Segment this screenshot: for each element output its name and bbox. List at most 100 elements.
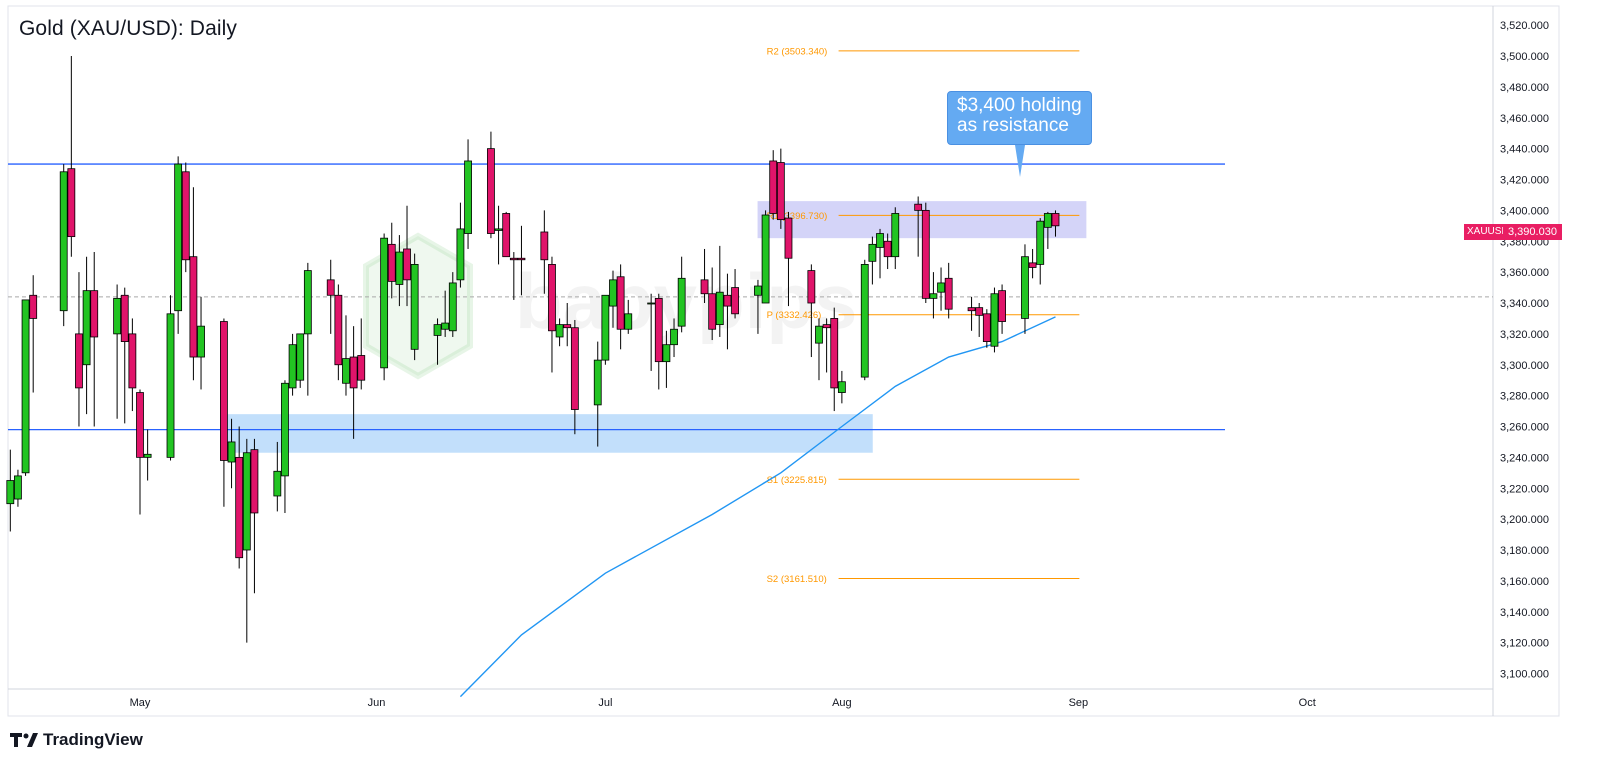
candle-body[interactable] — [143, 453, 152, 458]
candle-body[interactable] — [914, 203, 923, 211]
candle-body[interactable] — [67, 168, 76, 238]
candle-body[interactable] — [944, 277, 953, 310]
candle-body[interactable] — [120, 294, 129, 342]
candle-body[interactable] — [14, 475, 22, 500]
candle-body[interactable] — [555, 324, 564, 338]
candle-body[interactable] — [647, 302, 656, 305]
candle-body[interactable] — [349, 356, 358, 389]
candle-body[interactable] — [700, 279, 709, 295]
candle-body[interactable] — [822, 324, 831, 329]
candle-body[interactable] — [776, 162, 785, 221]
candle-body[interactable] — [807, 270, 816, 304]
candle-body[interactable] — [357, 355, 366, 381]
candle-body[interactable] — [662, 344, 671, 363]
candle-body[interactable] — [387, 243, 396, 282]
candle-body[interactable] — [75, 333, 83, 389]
candle-body[interactable] — [1043, 213, 1052, 228]
candle-body[interactable] — [166, 313, 175, 458]
candle-body[interactable] — [29, 294, 38, 319]
candle-body[interactable] — [464, 160, 472, 234]
candle-body[interactable] — [540, 231, 549, 261]
candle-body[interactable] — [609, 279, 617, 307]
candle-body[interactable] — [670, 328, 678, 346]
candle-body[interactable] — [174, 163, 183, 312]
candle-body[interactable] — [342, 358, 350, 384]
candle-body[interactable] — [784, 217, 793, 259]
candle-body[interactable] — [677, 277, 686, 327]
candle-body[interactable] — [128, 333, 137, 389]
candle-body[interactable] — [708, 293, 717, 330]
candle-body[interactable] — [82, 290, 91, 366]
candle-body[interactable] — [90, 290, 99, 338]
candle-body[interactable] — [723, 294, 732, 307]
candle-body[interactable] — [1021, 256, 1029, 319]
candle-body[interactable] — [921, 209, 930, 299]
candle-body[interactable] — [326, 279, 335, 296]
candle-body[interactable] — [509, 257, 518, 261]
candle-body[interactable] — [448, 282, 457, 332]
candle-body[interactable] — [410, 264, 419, 350]
candle-body[interactable] — [250, 449, 259, 514]
candle-body[interactable] — [197, 325, 205, 358]
candle-body[interactable] — [1051, 213, 1060, 227]
candle-body[interactable] — [456, 228, 465, 281]
candle-body[interactable] — [59, 171, 68, 312]
candle-body[interactable] — [761, 214, 770, 304]
candle-body[interactable] — [334, 294, 343, 366]
candle-body[interactable] — [517, 257, 526, 261]
candle-body[interactable] — [601, 294, 610, 361]
candle-body[interactable] — [731, 287, 739, 315]
candle-body[interactable] — [303, 270, 312, 335]
candle-body[interactable] — [494, 228, 503, 231]
candle-body[interactable] — [548, 264, 556, 332]
candle-body[interactable] — [769, 160, 778, 214]
candle-body[interactable] — [181, 171, 190, 261]
candle-body[interactable] — [998, 290, 1006, 322]
candle-body[interactable] — [754, 285, 762, 296]
candle-body[interactable] — [296, 333, 305, 381]
candle-body[interactable] — [21, 299, 30, 474]
candle-body[interactable] — [967, 307, 976, 312]
candle-body[interactable] — [441, 322, 450, 330]
candle-body[interactable] — [990, 293, 999, 347]
candle-body[interactable] — [273, 470, 282, 497]
candle-body[interactable] — [715, 291, 724, 326]
candle-body[interactable] — [891, 213, 900, 258]
candle-body[interactable] — [929, 293, 938, 299]
tradingview-brand[interactable]: TradingView — [10, 730, 143, 750]
candle-body[interactable] — [242, 452, 251, 551]
candle-body[interactable] — [395, 251, 404, 285]
candle-body[interactable] — [837, 381, 846, 393]
candle-body[interactable] — [113, 297, 122, 335]
candle-body[interactable] — [654, 297, 663, 363]
candle-body[interactable] — [189, 256, 198, 358]
candle-body[interactable] — [288, 344, 297, 389]
candle-body[interactable] — [433, 324, 442, 336]
candle-body[interactable] — [136, 392, 144, 458]
candle-body[interactable] — [593, 359, 602, 406]
candle-body[interactable] — [380, 237, 389, 369]
candle-body[interactable] — [487, 148, 495, 234]
candle-body[interactable] — [281, 382, 289, 477]
candle-body[interactable] — [830, 318, 839, 389]
candle-body[interactable] — [982, 313, 991, 342]
candle-body[interactable] — [868, 243, 877, 262]
candle-body[interactable] — [883, 240, 892, 258]
candle-body[interactable] — [235, 456, 244, 559]
candle-body[interactable] — [227, 441, 236, 463]
candle-body[interactable] — [570, 327, 579, 410]
candle-body[interactable] — [403, 248, 411, 281]
candle-body[interactable] — [502, 213, 511, 258]
candle-body[interactable] — [220, 321, 228, 461]
candle-body[interactable] — [876, 233, 884, 248]
candle-body[interactable] — [563, 324, 572, 329]
candle-body[interactable] — [6, 480, 15, 505]
candle-body[interactable] — [815, 325, 823, 344]
candle-body[interactable] — [616, 276, 625, 330]
candle-body[interactable] — [1028, 262, 1037, 268]
candle-body[interactable] — [860, 264, 869, 378]
candle-body[interactable] — [1036, 220, 1045, 265]
candle-body[interactable] — [975, 307, 984, 316]
candle-body[interactable] — [937, 282, 945, 293]
